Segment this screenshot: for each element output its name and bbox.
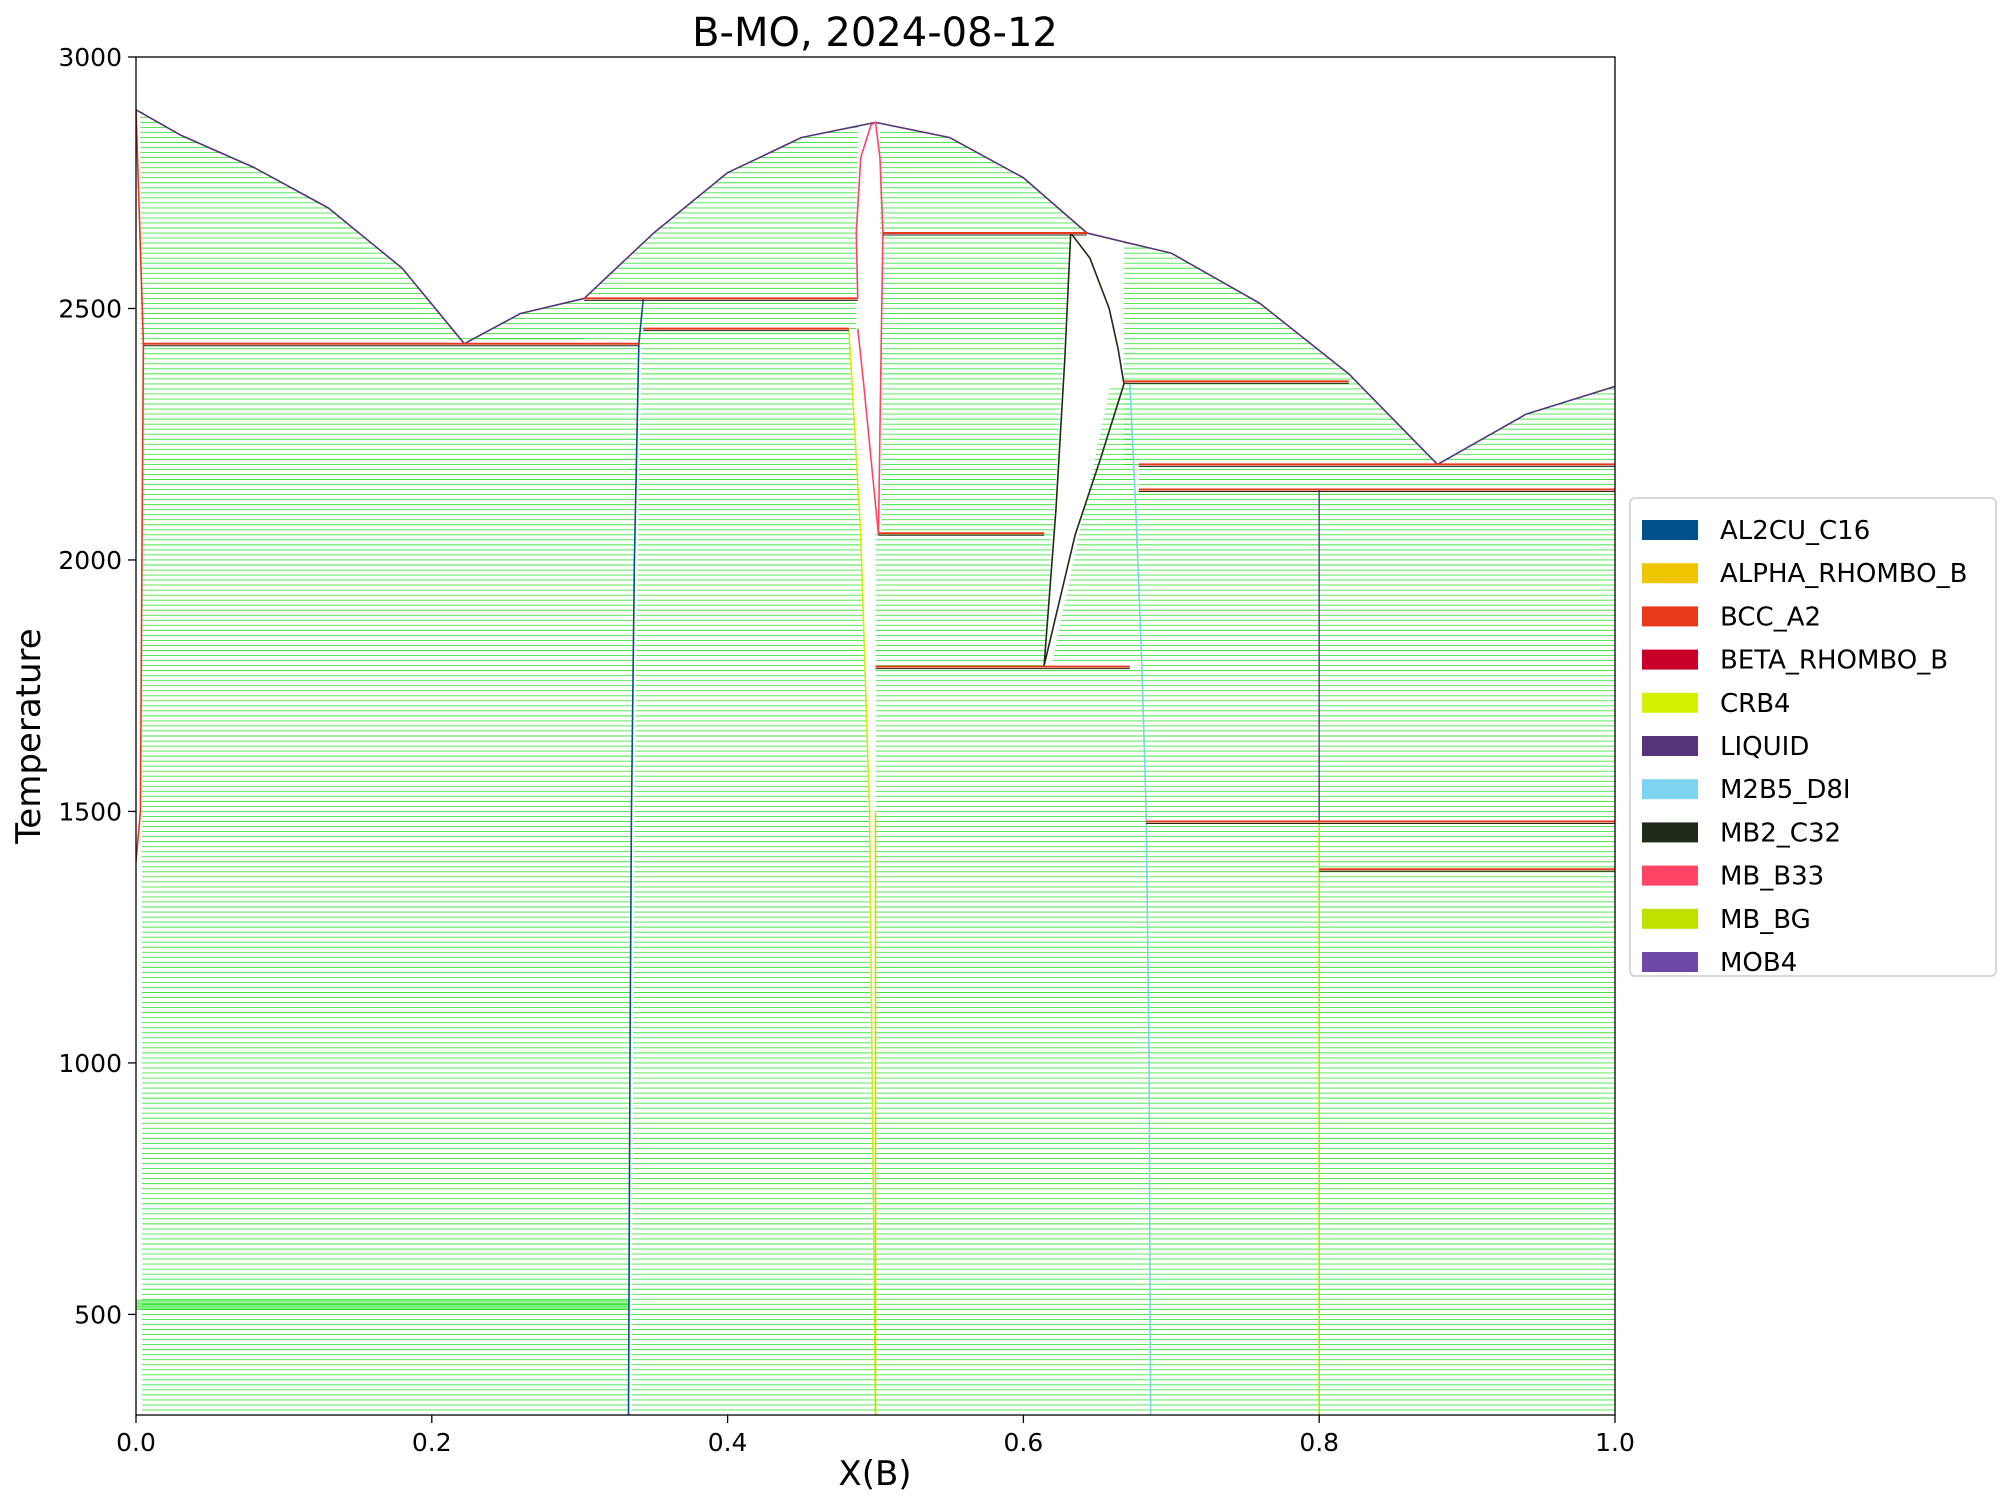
legend-swatch — [1642, 520, 1698, 540]
phase-boundary-mb2-c32 — [1043, 383, 1125, 666]
phase-boundary-m2b5-d8i — [1129, 383, 1152, 1415]
legend-label: MB_B33 — [1720, 862, 1824, 892]
legend-label: MB_BG — [1720, 905, 1811, 935]
phase-boundary-mb2-c32 — [1070, 232, 1125, 385]
phase-boundary-liquid — [136, 109, 585, 345]
y-tick-label: 500 — [74, 1300, 122, 1329]
tieline-layer — [136, 111, 1615, 1411]
legend-label: BCC_A2 — [1720, 602, 1821, 632]
legend-swatch — [1642, 952, 1698, 972]
y-axis-label: Temperature — [9, 628, 49, 844]
invariant-line-layer — [143, 232, 1615, 872]
phase-boundary-mb2-c32 — [1043, 232, 1072, 666]
y-axis: 500 1000 1500 2000 2500 3000 — [58, 43, 136, 1329]
x-tick-label: 0.8 — [1299, 1428, 1339, 1457]
legend: AL2CU_C16 ALPHA_RHOMBO_B BCC_A2 BETA_RHOMBO… — [1629, 497, 1997, 978]
y-tick-label: 3000 — [58, 43, 122, 72]
phase-boundary-liquid — [583, 121, 1088, 300]
x-tick-label: 1.0 — [1595, 1428, 1635, 1457]
legend-label: ALPHA_RHOMBO_B — [1720, 559, 1967, 589]
legend-label: BETA_RHOMBO_B — [1720, 646, 1948, 676]
x-axis: 0.0 0.2 0.4 0.6 0.8 1.0 — [116, 1415, 1635, 1457]
x-tick-label: 0.4 — [708, 1428, 748, 1457]
x-tick-label: 0.0 — [116, 1428, 156, 1457]
y-tick-label: 2000 — [58, 546, 122, 575]
phase-boundary-al2cu-c16 — [627, 298, 645, 1415]
x-axis-label: X(B) — [838, 1454, 911, 1494]
x-tick-label: 0.6 — [1004, 1428, 1044, 1457]
phase-boundary-layer — [136, 109, 1615, 1415]
legend-label: LIQUID — [1720, 732, 1809, 762]
legend-label: AL2CU_C16 — [1720, 516, 1870, 546]
legend-label: M2B5_D8I — [1720, 775, 1851, 805]
phase-boundary-bcc-a2 — [136, 109, 145, 862]
legend-label: MOB4 — [1720, 948, 1797, 978]
legend-label: MB2_C32 — [1720, 818, 1841, 848]
y-tick-label: 1500 — [58, 797, 122, 826]
chart-title: B-MO, 2024-08-12 — [692, 10, 1058, 56]
x-tick-label: 0.2 — [412, 1428, 452, 1457]
legend-swatch — [1642, 563, 1698, 584]
legend-swatch — [1642, 692, 1698, 713]
legend-frame — [1629, 497, 1997, 977]
legend-swatch — [1642, 908, 1698, 929]
phase-boundary-mb-b33 — [855, 121, 884, 535]
y-tick-label: 2500 — [58, 294, 122, 323]
legend-label: CRB4 — [1720, 689, 1791, 719]
legend-swatch — [1642, 822, 1698, 843]
legend-swatch — [1642, 779, 1698, 800]
legend-swatch — [1642, 606, 1698, 627]
phase-boundary-crb4 — [848, 328, 877, 1415]
phase-boundary-liquid — [1086, 232, 1615, 466]
legend-swatch — [1642, 649, 1698, 670]
phase-boundary-mb-b33 — [856, 328, 880, 535]
legend-swatch — [1642, 736, 1698, 756]
plot-frame — [135, 56, 1616, 1416]
y-tick-label: 1000 — [58, 1049, 122, 1078]
legend-swatch — [1642, 865, 1698, 886]
